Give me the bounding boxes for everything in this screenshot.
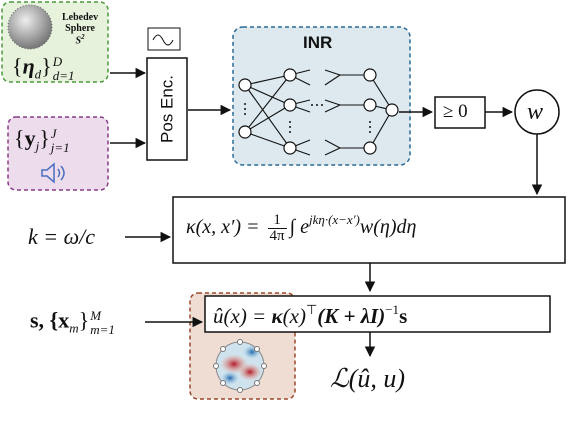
- estimate: û(x) =: [213, 304, 271, 328]
- superscript: D: [53, 55, 75, 69]
- inverse: −1: [385, 302, 399, 317]
- integral: ∫ e: [290, 216, 309, 238]
- subscript: m: [69, 321, 78, 336]
- sphere-symbol: S2: [62, 34, 98, 47]
- sphere-label: Lebedev Sphere S2: [62, 13, 98, 47]
- kernel-lhs: κ(x, x′) =: [186, 216, 265, 238]
- transpose: ⊤: [306, 302, 317, 317]
- gram-matrix: (K + λI): [317, 304, 385, 328]
- denominator: 4π: [268, 228, 287, 244]
- wavenumber-label: k = ω/c: [28, 226, 95, 248]
- brace: }: [79, 308, 90, 333]
- symbol-sup: 2: [81, 33, 85, 41]
- subscript: m=1: [90, 323, 115, 337]
- loss-label: ℒ(û, u): [330, 366, 405, 392]
- vector-s: s: [399, 304, 407, 328]
- symbol: η: [23, 54, 35, 79]
- symbol: x: [58, 308, 69, 333]
- brace: }: [41, 54, 52, 79]
- argument: (x): [283, 304, 306, 328]
- subscript: d=1: [53, 69, 75, 83]
- inr-label: INR: [303, 34, 332, 51]
- field-image: [214, 340, 267, 393]
- diagram-shapes: [0, 0, 579, 423]
- sphere-name: Lebedev: [62, 13, 98, 24]
- weight-label: w: [527, 100, 543, 124]
- diagram: Lebedev Sphere S2 {ηd}Dd=1 {yj}Jj=1 Pos …: [0, 0, 579, 423]
- symbol: y: [25, 126, 36, 151]
- numerator: 1: [273, 213, 281, 228]
- sphere-icon: [8, 5, 52, 49]
- pos-enc-label: Pos Enc.: [159, 75, 176, 143]
- points-lhs: s, {: [30, 308, 58, 333]
- superscript: M: [90, 309, 115, 323]
- superscript: J: [51, 127, 70, 141]
- kappa: κ: [271, 304, 282, 328]
- nonneg-label: ≥ 0: [443, 102, 468, 121]
- brace: {: [14, 126, 25, 151]
- exponent: jkη·(x−x′): [309, 212, 360, 227]
- kernel-rhs: w(η)dη: [360, 216, 417, 238]
- subscript: j=1: [51, 141, 70, 155]
- brace: {: [12, 54, 23, 79]
- wave-icon: [148, 28, 180, 50]
- brace: }: [39, 126, 50, 151]
- posterior-formula: û(x) = κ(x)⊤(K + λI)−1s: [213, 303, 407, 327]
